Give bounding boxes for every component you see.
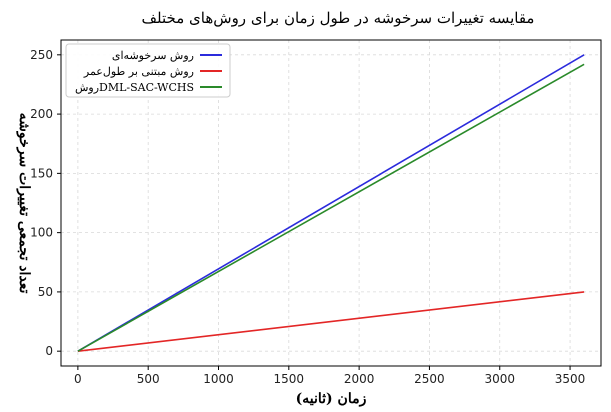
series-lines <box>77 54 585 352</box>
x-tick-label: 1500 <box>274 372 305 386</box>
chart-title: مقایسه تغییرات سرخوشه در طول زمان برای ر… <box>142 9 535 27</box>
series-line-1 <box>77 54 585 352</box>
y-tick-label: 200 <box>30 107 53 121</box>
x-axis-label: زمان (ثانیه) <box>296 391 367 407</box>
y-tick-label: 0 <box>45 344 53 358</box>
grid <box>61 40 601 366</box>
axis-ticks: 0 500 1000 1500 2000 2500 3000 3500 0 50 100 150 200… <box>30 48 585 386</box>
x-tick-label: 1000 <box>203 372 234 386</box>
y-tick-label: 50 <box>38 285 53 299</box>
x-tick-label: 3500 <box>555 372 586 386</box>
legend: روش سرخوشه‌ای روش مبتنی بر طول‌عمر روشDML-… <box>65 43 231 98</box>
y-tick-label: 150 <box>30 166 53 180</box>
legend-box <box>65 43 231 98</box>
x-tick-label: 3000 <box>484 372 515 386</box>
legend-label-2: روش مبتنی بر طول‌عمر <box>83 65 194 78</box>
y-tick-label: 100 <box>30 226 53 240</box>
x-tick-label: 0 <box>74 372 82 386</box>
x-tick-label: 2500 <box>414 372 445 386</box>
y-tick-label: 250 <box>30 48 53 62</box>
legend-label-1: روش سرخوشه‌ای <box>112 49 194 62</box>
plot-frame <box>60 39 602 367</box>
series-line-2 <box>77 291 585 352</box>
series-line-3 <box>77 63 585 352</box>
x-tick-label: 2000 <box>344 372 375 386</box>
y-axis-label: تعداد تجمعی تغییرات سرخوشه <box>16 113 32 294</box>
x-tick-label: 500 <box>137 372 160 386</box>
legend-label-3: روشDML-SAC-WCHS <box>75 81 194 94</box>
